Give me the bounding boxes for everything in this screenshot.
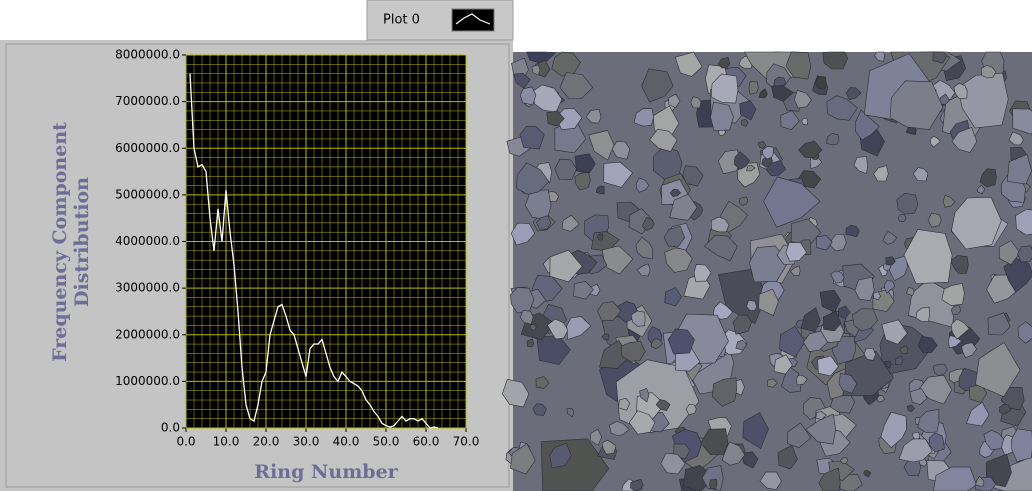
rock	[597, 234, 603, 240]
y-tick-label: 7000000.0	[115, 94, 180, 108]
y-tick-label: 0.0	[161, 421, 180, 435]
y-tick-label: 6000000.0	[115, 141, 180, 155]
x-axis-title: Ring Number	[254, 461, 398, 483]
x-tick-label: 20.0	[253, 435, 280, 449]
y-tick-label: 3000000.0	[115, 281, 180, 295]
y-axis-title-line: Frequency Component	[49, 122, 71, 362]
y-tick-label: 8000000.0	[115, 48, 180, 62]
legend-label: Plot 0	[383, 13, 420, 28]
page: {"chart_data": {"type": "line", "xlabel"…	[0, 0, 1032, 491]
y-tick-label: 2000000.0	[115, 327, 180, 341]
legend-swatch	[452, 9, 494, 31]
y-tick-label: 1000000.0	[115, 374, 180, 388]
x-tick-label: 40.0	[333, 435, 360, 449]
x-tick-label: 10.0	[213, 435, 240, 449]
rock	[749, 82, 758, 95]
x-tick-label: 60.0	[413, 435, 440, 449]
x-tick-label: 30.0	[293, 435, 320, 449]
y-axis-title-line: Distribution	[71, 177, 93, 307]
rock	[709, 479, 717, 489]
x-tick-label: 50.0	[373, 435, 400, 449]
rock	[816, 76, 826, 89]
x-tick-label: 0.0	[176, 435, 195, 449]
y-tick-label: 4000000.0	[115, 234, 180, 248]
y-tick-label: 5000000.0	[115, 187, 180, 201]
x-tick-label: 70.0	[453, 435, 480, 449]
screen: Plot 0 0.0 10.0 20.0 30.0 40.0 50.0 60.0 70.0 0.…	[0, 0, 1032, 491]
rock-photo	[502, 52, 1032, 491]
